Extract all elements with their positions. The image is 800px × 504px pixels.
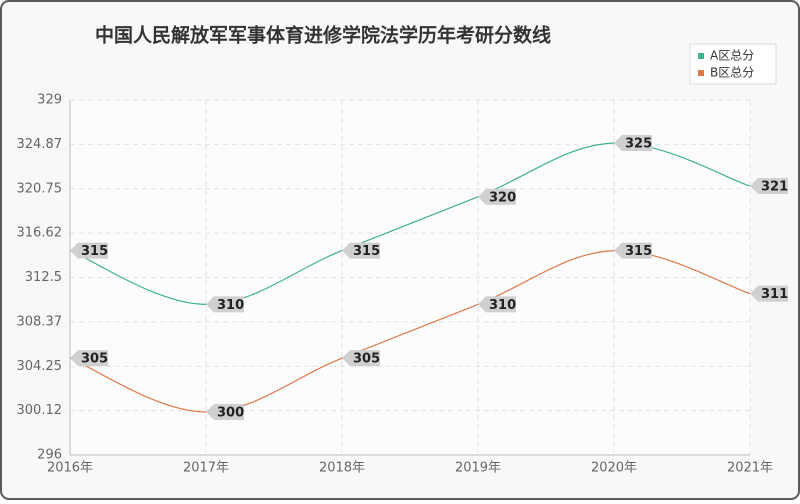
data-label-tag bbox=[614, 242, 652, 259]
x-tick-label: 2018年 bbox=[319, 461, 365, 476]
legend: A区总分 B区总分 bbox=[689, 43, 777, 85]
y-tick-label: 324.87 bbox=[17, 137, 63, 152]
legend-label: B区总分 bbox=[710, 66, 754, 80]
y-tick-label: 320.75 bbox=[17, 181, 63, 196]
data-label-tag bbox=[206, 296, 244, 313]
data-label-tag bbox=[70, 350, 108, 367]
x-tick-label: 2021年 bbox=[727, 461, 773, 476]
y-tick-label: 304.25 bbox=[17, 359, 63, 374]
data-label-tag bbox=[478, 188, 516, 205]
legend-swatch bbox=[698, 53, 704, 59]
data-label-tag bbox=[342, 242, 380, 259]
data-label-tag bbox=[750, 178, 788, 195]
data-label: 315 bbox=[625, 244, 652, 259]
chart-title: 中国人民解放军军事体育进修学院法学历年考研分数线 bbox=[95, 24, 551, 47]
y-tick-label: 300.12 bbox=[17, 403, 63, 418]
y-tick-label: 329 bbox=[37, 93, 62, 108]
data-label-tag bbox=[342, 350, 380, 367]
x-tick-label: 2016年 bbox=[47, 461, 93, 476]
x-tick-label: 2019年 bbox=[455, 461, 501, 476]
data-label: 311 bbox=[761, 287, 788, 302]
data-label-tag bbox=[614, 135, 652, 152]
y-tick-label: 316.62 bbox=[17, 226, 63, 241]
data-label: 325 bbox=[625, 137, 652, 152]
data-label: 300 bbox=[217, 405, 244, 420]
data-label: 305 bbox=[81, 352, 108, 367]
y-tick-label: 296 bbox=[37, 448, 62, 463]
data-label: 315 bbox=[353, 244, 380, 259]
x-tick-label: 2017年 bbox=[183, 461, 229, 476]
data-label-tag bbox=[478, 296, 516, 313]
data-label-tag bbox=[206, 403, 244, 420]
y-tick-label: 308.37 bbox=[17, 314, 63, 329]
data-label: 321 bbox=[761, 180, 788, 195]
data-label: 310 bbox=[489, 298, 516, 313]
legend-label: A区总分 bbox=[710, 49, 754, 63]
legend-swatch bbox=[698, 70, 704, 76]
x-tick-label: 2020年 bbox=[591, 461, 637, 476]
legend-box bbox=[689, 43, 777, 85]
plot-area bbox=[70, 100, 750, 455]
data-label: 315 bbox=[81, 244, 108, 259]
data-label-tag bbox=[70, 242, 108, 259]
data-label-tag bbox=[750, 285, 788, 302]
y-tick-label: 312.5 bbox=[25, 270, 62, 285]
data-label: 320 bbox=[489, 190, 516, 205]
data-label: 310 bbox=[217, 298, 244, 313]
data-label: 305 bbox=[353, 352, 380, 367]
